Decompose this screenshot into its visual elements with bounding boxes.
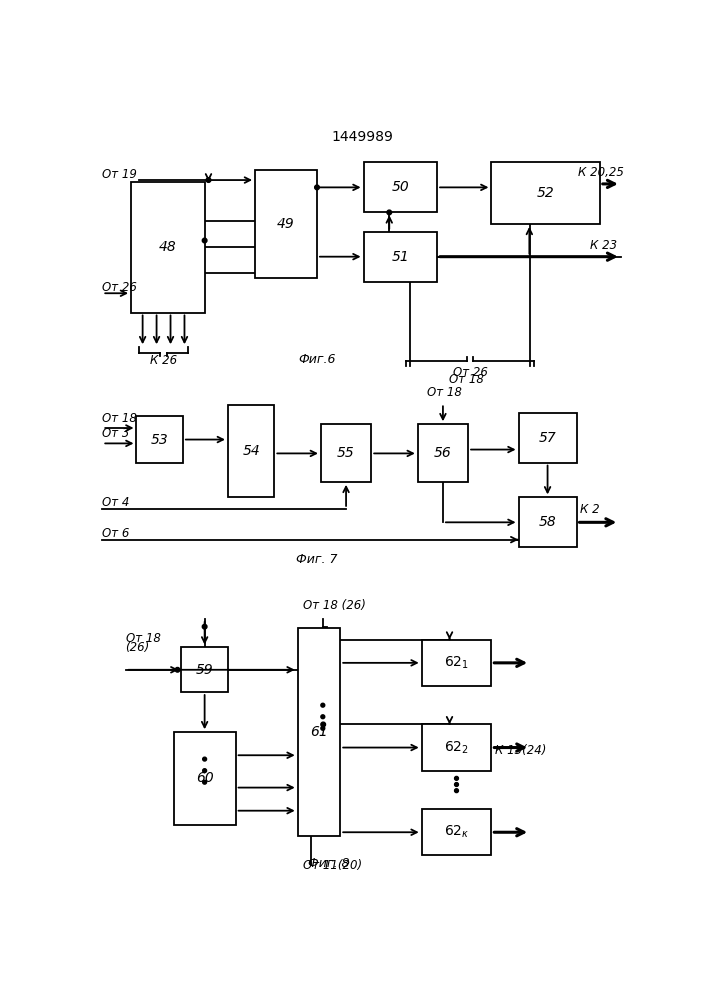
Text: 51: 51 [392, 250, 409, 264]
Text: От 18: От 18 [126, 632, 160, 645]
Circle shape [203, 769, 206, 773]
Text: 53: 53 [151, 433, 168, 447]
Text: От 26: От 26 [103, 281, 137, 294]
Bar [255, 170, 317, 278]
Circle shape [206, 178, 211, 182]
Bar [174, 732, 235, 825]
Text: 61: 61 [310, 725, 328, 739]
Circle shape [455, 789, 458, 793]
Text: 58: 58 [539, 515, 556, 529]
Bar [421, 640, 491, 686]
Text: От 26: От 26 [452, 366, 488, 379]
Circle shape [175, 667, 180, 672]
Circle shape [203, 780, 206, 784]
Circle shape [202, 624, 207, 629]
Text: 59: 59 [196, 663, 214, 677]
Text: 49: 49 [277, 217, 295, 231]
Bar [363, 232, 437, 282]
Text: 60: 60 [196, 771, 214, 785]
Circle shape [455, 776, 458, 780]
Circle shape [203, 757, 206, 761]
Text: $62_2$: $62_2$ [444, 739, 469, 756]
Bar [421, 724, 491, 771]
Text: От 4: От 4 [103, 496, 129, 509]
Bar [321, 424, 371, 482]
Text: От 3: От 3 [103, 427, 129, 440]
Bar [298, 628, 340, 836]
Bar [518, 497, 577, 547]
Text: Фиг. 7: Фиг. 7 [296, 553, 338, 566]
Text: $62_1$: $62_1$ [444, 655, 469, 671]
Circle shape [387, 210, 392, 215]
Bar [363, 162, 437, 212]
Text: К 2: К 2 [580, 503, 600, 516]
Circle shape [202, 238, 207, 243]
Text: От 19: От 19 [103, 168, 137, 181]
Text: От 18: От 18 [428, 386, 462, 399]
Text: $62_\kappa$: $62_\kappa$ [444, 824, 469, 840]
Text: 52: 52 [537, 186, 554, 200]
Bar [182, 647, 228, 692]
Bar [418, 424, 468, 482]
Text: 50: 50 [392, 180, 409, 194]
Bar [136, 416, 183, 463]
Text: 55: 55 [337, 446, 355, 460]
Text: От 6: От 6 [103, 527, 129, 540]
Text: К 20,25: К 20,25 [578, 166, 624, 179]
Circle shape [315, 185, 320, 190]
Bar [518, 413, 577, 463]
Text: От 18 (26): От 18 (26) [303, 599, 366, 612]
Text: От 18: От 18 [103, 412, 137, 425]
Circle shape [455, 783, 458, 786]
Text: 1449989: 1449989 [332, 130, 393, 144]
Circle shape [321, 703, 325, 707]
Text: От 18: От 18 [449, 373, 484, 386]
Text: К 23: К 23 [590, 239, 617, 252]
Text: К 13(24): К 13(24) [495, 744, 547, 757]
Text: 56: 56 [434, 446, 452, 460]
Bar [131, 182, 204, 312]
Bar [228, 405, 274, 497]
Bar [491, 162, 600, 224]
Text: 48: 48 [159, 240, 177, 254]
Text: Фиг. 8: Фиг. 8 [308, 857, 349, 870]
Text: Фиг.6: Фиг.6 [298, 353, 336, 366]
Bar [421, 809, 491, 855]
Text: (26): (26) [126, 641, 150, 654]
Text: 54: 54 [243, 444, 260, 458]
Text: От 11(20): От 11(20) [303, 859, 363, 872]
Circle shape [321, 722, 325, 727]
Circle shape [321, 715, 325, 719]
Text: К 26: К 26 [150, 354, 177, 367]
Circle shape [321, 726, 325, 730]
Text: 57: 57 [539, 431, 556, 445]
